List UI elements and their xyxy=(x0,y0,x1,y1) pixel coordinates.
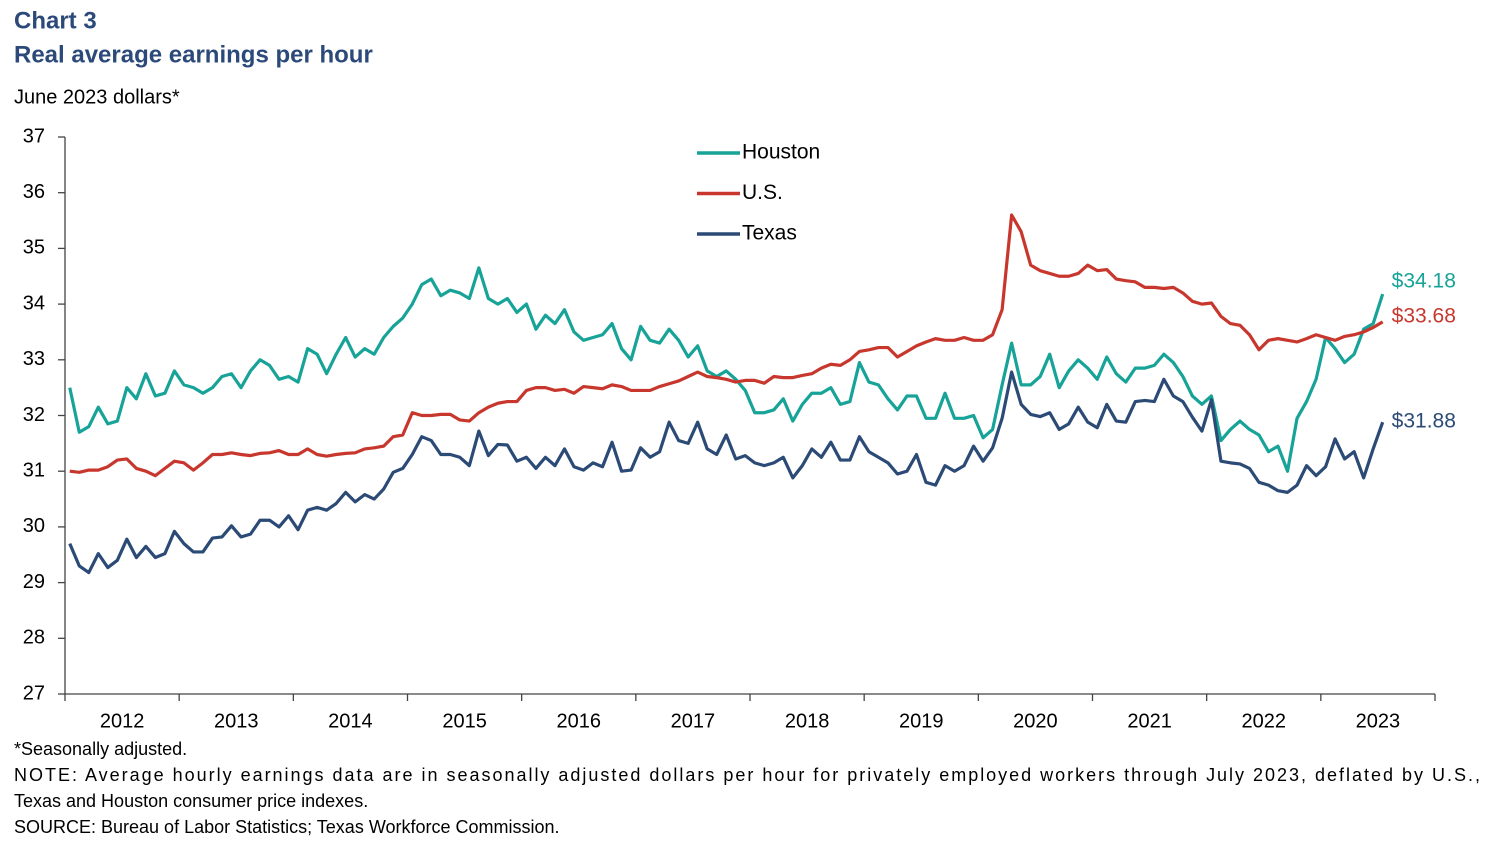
end-value-label: $34.18 xyxy=(1392,270,1456,293)
x-tick-label: 2018 xyxy=(785,710,830,732)
y-tick-label: 30 xyxy=(23,515,45,537)
footnote: *Seasonally adjusted. xyxy=(14,739,187,759)
x-tick-label: 2019 xyxy=(899,710,944,732)
end-value-label: $33.68 xyxy=(1392,304,1456,327)
y-tick-label: 36 xyxy=(23,181,45,203)
x-tick-label: 2022 xyxy=(1242,710,1287,732)
legend-label: Texas xyxy=(742,222,797,245)
x-tick-label: 2012 xyxy=(100,710,145,732)
source: SOURCE: Bureau of Labor Statistics; Texa… xyxy=(14,817,560,837)
legend-label: U.S. xyxy=(742,181,783,204)
y-tick-label: 29 xyxy=(23,571,45,593)
note-continued: Texas and Houston consumer price indexes… xyxy=(14,791,368,811)
x-tick-label: 2017 xyxy=(671,710,716,732)
line-series xyxy=(68,266,1385,473)
x-tick-label: 2015 xyxy=(442,710,487,732)
y-tick-label: 32 xyxy=(23,404,45,426)
y-tick-label: 37 xyxy=(23,125,45,147)
legend-label: Houston xyxy=(742,141,820,164)
y-axis-label: June 2023 dollars* xyxy=(14,86,180,108)
x-tick-label: 2023 xyxy=(1356,710,1401,732)
y-tick-label: 33 xyxy=(23,348,45,370)
x-tick-label: 2013 xyxy=(214,710,259,732)
y-tick-label: 28 xyxy=(23,627,45,649)
y-tick-label: 27 xyxy=(23,682,45,704)
x-tick-label: 2020 xyxy=(1013,710,1058,732)
x-tick-label: 2021 xyxy=(1127,710,1172,732)
x-tick-label: 2016 xyxy=(557,710,602,732)
note: NOTE: Average hourly earnings data are i… xyxy=(14,765,1480,785)
y-tick-label: 31 xyxy=(23,459,45,481)
line-series xyxy=(68,370,1385,575)
x-tick-label: 2014 xyxy=(328,710,373,732)
y-tick-label: 35 xyxy=(23,237,45,259)
line-series xyxy=(69,213,1384,478)
chart-subtitle: Real average earnings per hour xyxy=(14,41,373,68)
end-value-label: $31.88 xyxy=(1392,410,1456,433)
chart-title: Chart 3 xyxy=(14,7,97,34)
y-tick-label: 34 xyxy=(23,292,45,314)
